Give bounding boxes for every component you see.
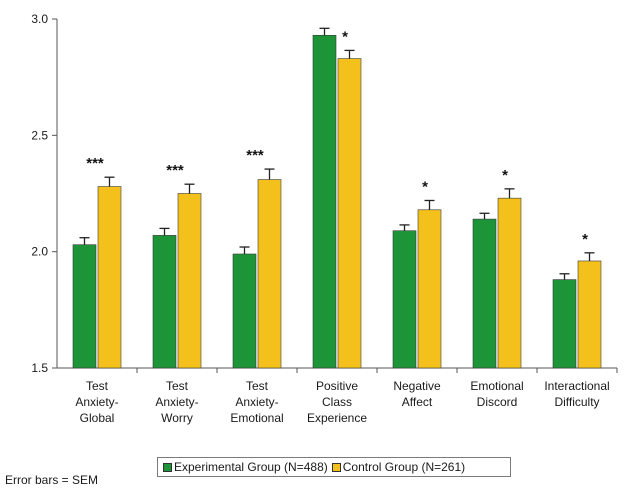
x-category-label: Experience [307, 411, 367, 425]
significance-marker: * [582, 231, 588, 248]
legend-swatch-experimental [163, 462, 172, 472]
x-category-label: Class [322, 395, 352, 409]
bar-control [257, 179, 282, 369]
significance-marker: * [502, 167, 508, 184]
y-tick-label: 3.0 [31, 12, 48, 26]
bar-experimental [552, 279, 577, 369]
legend-label-control: Control Group (N=261) [342, 460, 466, 474]
error-bars-note: Error bars = SEM [5, 473, 99, 487]
x-category-label: Affect [402, 395, 433, 409]
x-category-label: Positive [316, 379, 358, 393]
bar-control [417, 209, 442, 369]
x-category-label: Worry [161, 411, 193, 425]
x-category-label: Test [166, 379, 189, 393]
legend-item-experimental: Experimental Group (N=488) [163, 460, 328, 474]
x-category-label: Emotional [230, 411, 283, 425]
significance-marker: *** [166, 162, 184, 179]
bar-experimental [312, 34, 337, 369]
x-category-label: Negative [393, 379, 441, 393]
x-category-label: Test [246, 379, 269, 393]
bar-experimental [72, 244, 97, 369]
bar-experimental [472, 218, 497, 369]
x-category-label: Discord [477, 395, 518, 409]
legend: Experimental Group (N=488) Control Group… [157, 457, 511, 477]
x-category-label: Anxiety- [235, 395, 278, 409]
x-category-label: Anxiety- [75, 395, 118, 409]
labels: ***TestAnxiety-Global***TestAnxiety-Worr… [75, 28, 609, 425]
x-category-label: Test [86, 379, 109, 393]
significance-marker: *** [246, 147, 264, 164]
x-category-label: Anxiety- [155, 395, 198, 409]
axes: 1.5 2.0 2.5 3.0 [31, 12, 618, 375]
bar-control [177, 193, 202, 369]
y-tick-label: 1.5 [31, 361, 48, 375]
x-category-label: Emotional [470, 379, 523, 393]
bar-control [97, 186, 122, 369]
significance-marker: * [342, 28, 348, 45]
bars [72, 27, 602, 369]
y-tick-label: 2.0 [31, 245, 48, 259]
bar-control [577, 260, 602, 369]
bar-experimental [152, 235, 177, 369]
x-category-label: Interactional [544, 379, 609, 393]
bar-control [497, 197, 522, 369]
bar-control [337, 58, 362, 369]
significance-marker: * [422, 178, 428, 195]
y-tick-label: 2.5 [31, 128, 48, 142]
bar-experimental [392, 230, 417, 369]
legend-label-experimental: Experimental Group (N=488) [174, 460, 328, 474]
x-category-label: Global [80, 411, 115, 425]
x-category-label: Difficulty [554, 395, 599, 409]
bar-experimental [232, 253, 257, 369]
legend-item-control: Control Group (N=261) [331, 460, 466, 474]
significance-marker: *** [86, 155, 104, 172]
legend-swatch-control [331, 462, 341, 472]
